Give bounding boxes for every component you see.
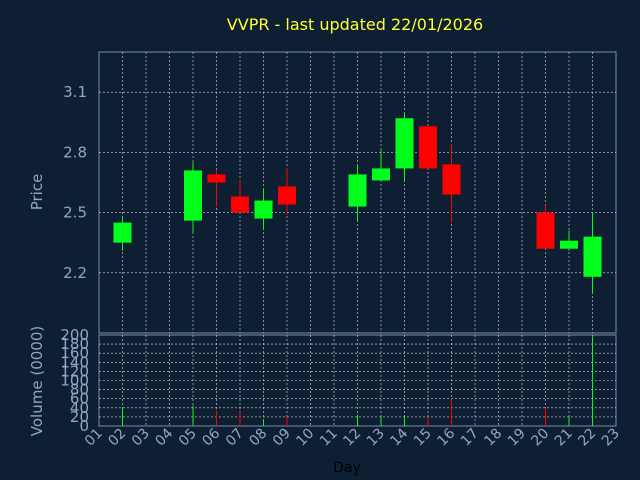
x-tick-label: 12	[340, 426, 364, 450]
candle-body-down	[536, 212, 555, 249]
x-tick-label: 02	[105, 426, 129, 450]
candle-body-up	[395, 118, 414, 169]
x-tick-label: 04	[152, 425, 176, 449]
volume-tick-label: 120	[60, 362, 89, 380]
candles	[113, 114, 602, 293]
x-tick-label: 22	[575, 426, 599, 450]
candle-body-up	[254, 200, 273, 219]
x-tick-label: 10	[293, 426, 317, 450]
x-tick-label: 18	[481, 426, 505, 450]
candle-body-up	[372, 168, 390, 181]
x-tick-label: 09	[270, 426, 294, 450]
candle-body-up	[113, 222, 132, 243]
volume-tick-label: 200	[60, 326, 89, 344]
candle-body-down	[419, 126, 437, 169]
x-tick-label: 08	[246, 426, 270, 450]
candle-body-down	[207, 174, 226, 183]
x-tick-label: 07	[223, 426, 247, 450]
volume-tick-label: 160	[60, 344, 89, 362]
x-axis-label: Day	[333, 460, 361, 476]
price-panel: 2.2 2.5 2.8 3.1	[63, 51, 617, 334]
chart-title: VVPR - last updated 22/01/2026	[227, 15, 483, 34]
price-tick-label: 2.8	[63, 143, 87, 161]
volume-axis-label: Volume (0000)	[28, 326, 46, 436]
volume-tick-label: 180	[60, 335, 89, 353]
x-tick-label: 19	[505, 426, 529, 450]
x-tick-label: 11	[317, 426, 341, 450]
x-tick-label: 20	[528, 426, 552, 450]
candle-body-down	[278, 186, 296, 205]
x-tick-label: 15	[411, 426, 435, 450]
volume-tick-label: 100	[60, 372, 89, 390]
candle-body-down	[442, 164, 461, 195]
volume-bars	[122, 337, 593, 426]
volume-tick-label: 80	[70, 381, 89, 399]
x-tick-label: 03	[129, 426, 153, 450]
volume-tick-label: 20	[70, 408, 89, 426]
volume-tick-label: 0	[79, 417, 89, 435]
price-tick-label: 2.2	[63, 264, 87, 282]
x-tick-label: 14	[387, 425, 411, 449]
candle-body-up	[184, 170, 202, 221]
price-tick-label: 2.5	[63, 204, 87, 222]
price-y-ticks: 2.2 2.5 2.8 3.1	[63, 83, 87, 282]
x-tick-label: 05	[176, 426, 200, 450]
candle-body-up	[560, 240, 578, 249]
volume-tick-label: 40	[70, 399, 89, 417]
price-tick-label: 3.1	[63, 83, 87, 101]
x-tick-label: 23	[599, 426, 623, 450]
candle-body-down	[231, 196, 249, 213]
volume-grid	[99, 335, 616, 426]
x-tick-label: 21	[552, 426, 576, 450]
x-axis-ticks: 01 02 03 04 05 06 07 08 09 10 11 12 13 14 15 16 17 18 19 20…	[82, 425, 623, 449]
volume-tick-label: 140	[60, 353, 89, 371]
x-tick-label: 16	[434, 425, 458, 449]
candle-body-up	[348, 174, 367, 207]
x-tick-label: 13	[364, 426, 388, 450]
volume-tick-label: 60	[70, 390, 89, 408]
candle-body-up	[583, 236, 602, 277]
y-axis-label: Price	[28, 174, 46, 211]
x-tick-label: 06	[199, 425, 223, 449]
x-tick-label: 17	[458, 426, 482, 450]
